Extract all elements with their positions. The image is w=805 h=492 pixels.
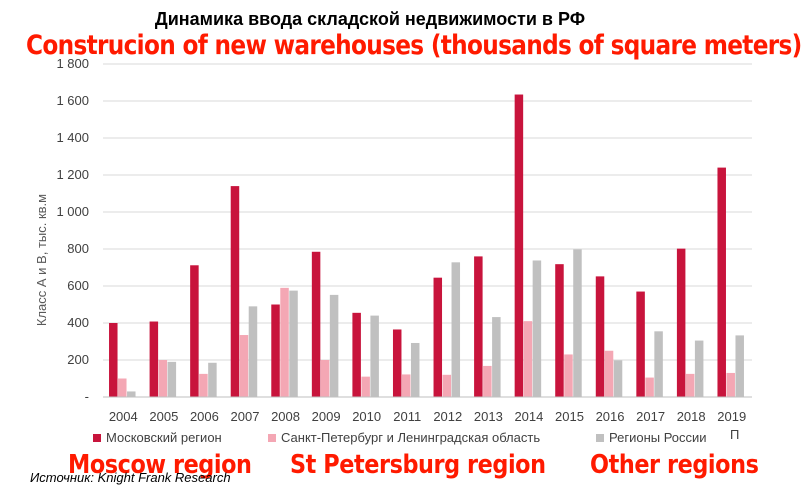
bar-2019-series-2: [735, 335, 744, 397]
bar-2004-series-0: [109, 323, 118, 397]
y-tick-label: 1 600: [56, 93, 89, 108]
x-tick-label: 2019: [717, 409, 746, 424]
bar-2015-series-1: [564, 354, 573, 397]
x-tick-label: 2011: [393, 409, 421, 424]
x-tick-label: 2008: [271, 409, 300, 424]
bar-2013-series-2: [492, 317, 501, 397]
y-tick-label: 600: [67, 278, 89, 293]
bar-2016-series-0: [595, 276, 605, 397]
bar-2009-series-1: [320, 360, 330, 397]
bar-2006-series-0: [190, 265, 199, 397]
bar-2008-series-0: [271, 304, 280, 397]
x-axis-categories: 2004 2005 2006 2007 2008 2009 2010 2011 2012 2013…: [109, 409, 746, 424]
x-tick-label: 2004: [109, 409, 138, 424]
bar-2010-series-2: [370, 315, 379, 397]
bar-2011-series-0: [392, 329, 402, 397]
bar-2019-series-0: [717, 167, 726, 397]
bar-2016-series-1: [604, 350, 614, 397]
bar-2008-series-1: [280, 287, 289, 397]
y-tick-label: -: [85, 389, 89, 404]
bar-2013-series-1: [483, 365, 492, 397]
bar-2017-series-2: [654, 331, 663, 397]
bar-2016-series-2: [613, 360, 623, 397]
bar-2014-series-0: [514, 94, 524, 398]
x-tick-label: 2018: [677, 409, 706, 424]
bar-2019-series-1: [726, 372, 735, 397]
annotation-other: Other regions: [590, 450, 759, 480]
bar-2007-series-0: [230, 186, 240, 397]
stray-mark: П: [730, 427, 740, 442]
legend-label-2: Регионы России: [609, 430, 707, 445]
x-tick-label: 2013: [474, 409, 503, 424]
y-axis-label: Класс А и В, тыс. кв.м: [34, 194, 49, 326]
bar-2006-series-1: [199, 373, 208, 397]
legend-label-1: Санкт-Петербург и Ленинградская область: [281, 430, 540, 445]
x-tick-label: 2010: [352, 409, 381, 424]
x-tick-label: 2009: [312, 409, 341, 424]
y-tick-label: 1 000: [56, 204, 89, 219]
y-tick-label: 200: [67, 352, 89, 367]
x-tick-label: 2017: [636, 409, 665, 424]
bar-2009-series-0: [311, 251, 321, 397]
bar-2013-series-0: [474, 256, 483, 397]
x-tick-label: 2016: [596, 409, 625, 424]
x-tick-label: 2007: [231, 409, 260, 424]
bars: [109, 94, 744, 398]
x-tick-label: 2014: [514, 409, 543, 424]
bar-2017-series-0: [636, 291, 645, 397]
bar-2009-series-2: [329, 294, 339, 397]
chart-subtitle: Construcion of new warehouses (thousands…: [26, 30, 802, 61]
y-tick-label: 400: [67, 315, 89, 330]
annotation-moscow: Moscow region: [68, 450, 252, 480]
legend-swatch-2: [596, 434, 604, 442]
bar-2010-series-1: [361, 376, 370, 397]
y-tick-label: 1 200: [56, 167, 89, 182]
y-tick-label: 1 400: [56, 130, 89, 145]
legend: Московский регион Санкт-Петербург и Ленин…: [93, 430, 707, 445]
y-tick-label: 1 800: [56, 56, 89, 71]
bar-2007-series-2: [248, 306, 258, 397]
bar-2004-series-2: [127, 391, 136, 397]
source-note: Источник: Knight Frank Research: [30, 470, 231, 485]
bar-2012-series-0: [433, 277, 443, 397]
x-tick-label: 2006: [190, 409, 219, 424]
bar-2018-series-2: [694, 340, 704, 397]
bar-2012-series-2: [451, 262, 461, 397]
y-tick-label: 800: [67, 241, 89, 256]
bar-2005-series-0: [149, 321, 159, 397]
bar-2005-series-2: [167, 361, 177, 397]
bar-2007-series-1: [239, 335, 249, 397]
bar-2015-series-2: [573, 249, 582, 397]
x-tick-label: 2012: [433, 409, 462, 424]
legend-swatch-0: [93, 434, 101, 442]
bar-2014-series-2: [532, 260, 542, 397]
bar-2010-series-0: [352, 312, 361, 397]
bar-2004-series-1: [118, 378, 127, 397]
bar-2005-series-1: [158, 360, 168, 397]
bar-2018-series-0: [676, 248, 686, 397]
bar-2012-series-1: [442, 374, 452, 397]
bar-2017-series-1: [645, 377, 654, 397]
bar-2018-series-1: [685, 373, 695, 397]
annotation-spb: St Petersburg region: [290, 450, 546, 480]
x-tick-label: 2005: [149, 409, 178, 424]
bar-2011-series-1: [401, 374, 411, 397]
bar-2014-series-1: [523, 321, 533, 397]
chart-title: Динамика ввода складской недвижимости в …: [154, 9, 586, 29]
bar-2006-series-2: [208, 362, 217, 397]
bar-2011-series-2: [410, 342, 420, 397]
bar-2008-series-2: [289, 290, 298, 397]
gridlines: [103, 63, 752, 361]
bar-2015-series-0: [555, 264, 564, 397]
x-tick-label: 2015: [555, 409, 584, 424]
legend-label-0: Московский регион: [106, 430, 222, 445]
y-axis-ticks: - 200 400 600 800 1 000 1 200 1 400 1 600 1 800: [56, 56, 89, 404]
legend-swatch-1: [268, 434, 276, 442]
